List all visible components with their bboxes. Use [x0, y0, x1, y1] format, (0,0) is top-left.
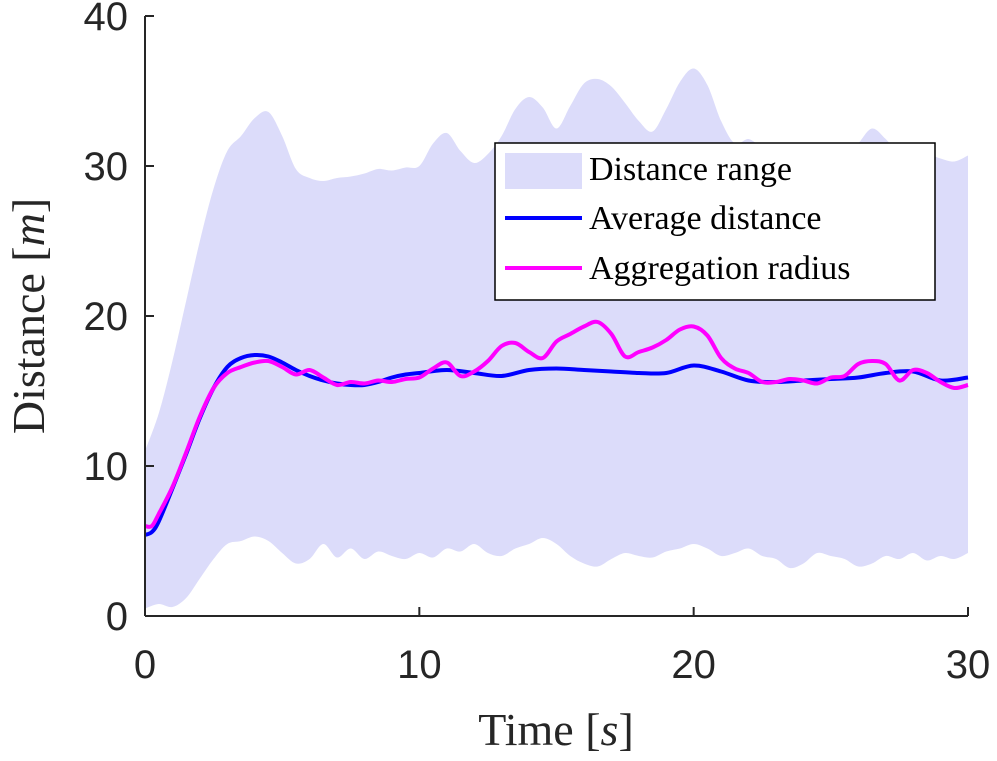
- legend-label-distance-range: Distance range: [589, 151, 792, 188]
- y-axis-unit: m: [3, 213, 54, 246]
- x-tick-label: 20: [671, 643, 716, 687]
- tick-layer: 0 10 20 30 0 10 20 30 40: [84, 0, 991, 687]
- x-tick-label: 10: [397, 643, 442, 687]
- y-tick-label: 20: [84, 295, 129, 339]
- x-axis-title-label: Time: [478, 704, 573, 755]
- x-axis-unit: s: [601, 704, 619, 755]
- line-layer: [144, 319, 969, 537]
- y-axis-title: Distance [m]: [3, 198, 54, 434]
- series-line-aggregation-radius: [144, 319, 969, 529]
- y-tick-label: 0: [106, 595, 128, 639]
- y-tick-label: 10: [84, 445, 129, 489]
- y-tick-label: 30: [84, 145, 129, 189]
- y-axis-title-label: Distance: [3, 273, 54, 434]
- x-tick-label: 0: [134, 643, 156, 687]
- legend: Distance range Average distance Aggregat…: [494, 142, 936, 301]
- legend-label-average-distance: Average distance: [589, 200, 822, 237]
- y-tick-label: 40: [84, 0, 129, 39]
- legend-swatch-distance-range: [505, 153, 582, 189]
- x-tick-label: 30: [946, 643, 991, 687]
- x-axis-title: Time [s]: [478, 704, 634, 755]
- legend-label-aggregation-radius: Aggregation radius: [589, 250, 851, 287]
